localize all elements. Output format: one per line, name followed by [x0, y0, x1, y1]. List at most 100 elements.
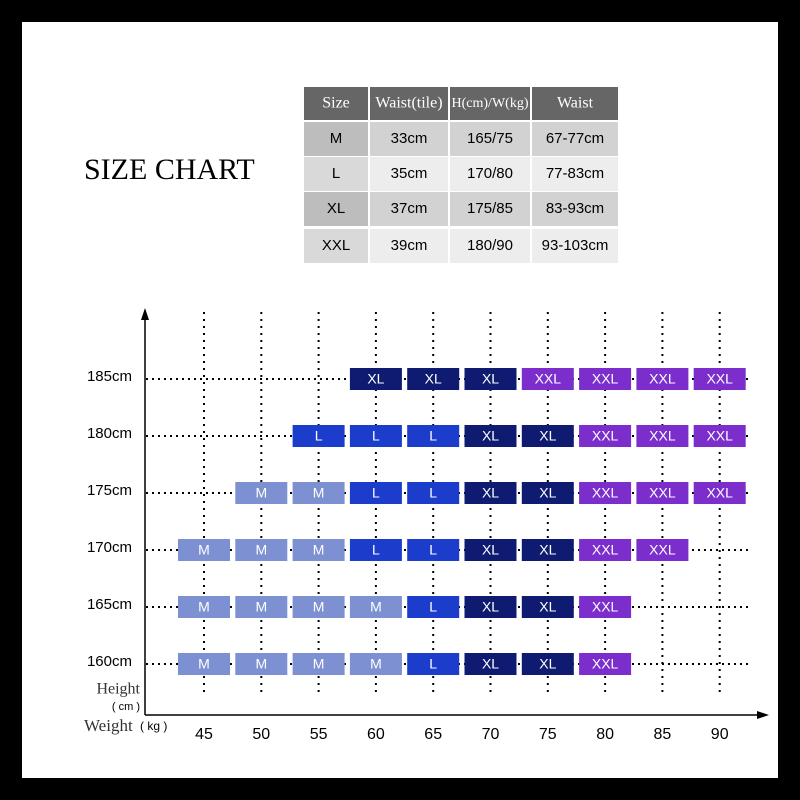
- size-label: L: [429, 428, 437, 444]
- table-cell: [304, 122, 368, 156]
- size-cell: [407, 368, 460, 390]
- size-label: M: [198, 599, 210, 615]
- size-label: XXL: [649, 485, 676, 501]
- size-cell: [349, 425, 402, 447]
- x-tick-label: 80: [596, 726, 614, 743]
- table-cell: [532, 157, 618, 191]
- size-cell: [349, 539, 402, 561]
- x-tick-label: 60: [367, 726, 385, 743]
- size-cell: [349, 482, 402, 504]
- table-cell: [532, 229, 618, 263]
- table-text: 67-77cm: [546, 130, 604, 147]
- size-cell: [235, 539, 288, 561]
- size-cell: [464, 425, 517, 447]
- size-cell: [579, 425, 632, 447]
- y-axis-label: Height: [96, 681, 140, 698]
- table-cell: [370, 229, 448, 263]
- table-text: 170/80: [467, 165, 513, 182]
- size-cell: [579, 539, 632, 561]
- size-cell: [292, 482, 345, 504]
- size-label: XXL: [592, 656, 619, 672]
- size-cell: [693, 425, 746, 447]
- size-cell: [178, 596, 230, 618]
- size-label: XL: [539, 485, 556, 501]
- size-label: XXL: [706, 428, 733, 444]
- table-cell: [370, 192, 448, 226]
- table-cell: [370, 122, 448, 156]
- size-label: XXL: [592, 599, 619, 615]
- size-label: XXL: [649, 371, 676, 387]
- size-cell: [521, 539, 574, 561]
- size-label: M: [313, 542, 325, 558]
- table-cell: [450, 157, 530, 191]
- size-label: M: [255, 599, 267, 615]
- size-label: L: [429, 542, 437, 558]
- size-cell: [235, 482, 288, 504]
- size-label: XL: [425, 371, 442, 387]
- table-text: 93-103cm: [542, 237, 609, 254]
- table-text: 35cm: [391, 165, 428, 182]
- size-label: M: [198, 542, 210, 558]
- size-cell: [693, 368, 746, 390]
- size-cell: [636, 539, 689, 561]
- size-label: XL: [482, 599, 499, 615]
- x-tick-label: 65: [424, 726, 442, 743]
- size-label: L: [372, 485, 380, 501]
- size-cell: [636, 368, 689, 390]
- title: SIZE CHART: [84, 153, 255, 186]
- size-label: XL: [482, 656, 499, 672]
- size-cell: [292, 596, 345, 618]
- size-cell: [464, 653, 517, 675]
- size-cell: [349, 653, 402, 675]
- y-tick-label: 160cm: [87, 653, 132, 670]
- table-text: M: [330, 130, 343, 147]
- size-label: XXL: [535, 371, 562, 387]
- x-tick-label: 50: [252, 726, 270, 743]
- table-text: XXL: [322, 237, 350, 254]
- size-label: M: [313, 599, 325, 615]
- size-cell: [579, 596, 632, 618]
- size-label: XL: [539, 656, 556, 672]
- size-cell: [579, 482, 632, 504]
- size-label: XL: [367, 371, 384, 387]
- header-text: Waist: [557, 95, 594, 112]
- size-label: L: [372, 542, 380, 558]
- size-label: M: [255, 656, 267, 672]
- x-axis-unit: ( kg ): [140, 719, 167, 733]
- table-cell: [304, 192, 368, 226]
- y-tick-label: 165cm: [87, 596, 132, 613]
- y-tick-label: 175cm: [87, 482, 132, 499]
- x-tick-label: 85: [654, 726, 672, 743]
- size-label: M: [313, 485, 325, 501]
- table-text: 180/90: [467, 237, 513, 254]
- x-arrow: [757, 711, 769, 719]
- size-label: XXL: [706, 371, 733, 387]
- size-label: L: [315, 428, 323, 444]
- size-label: L: [372, 428, 380, 444]
- table-text: 77-83cm: [546, 165, 604, 182]
- x-tick-label: 75: [539, 726, 557, 743]
- size-cell: [464, 596, 517, 618]
- size-label: L: [429, 656, 437, 672]
- size-label: M: [370, 656, 382, 672]
- table-cell: [304, 157, 368, 191]
- size-cell: [407, 596, 460, 618]
- size-cell: [521, 425, 574, 447]
- size-label: L: [429, 485, 437, 501]
- size-cell: [464, 539, 517, 561]
- size-label: XL: [539, 428, 556, 444]
- size-label: XXL: [649, 428, 676, 444]
- size-cell: [521, 482, 574, 504]
- size-label: M: [255, 485, 267, 501]
- table-text: 165/75: [467, 130, 513, 147]
- size-label: L: [429, 599, 437, 615]
- size-cell: [292, 653, 345, 675]
- size-label: XL: [539, 599, 556, 615]
- table-cell: [450, 192, 530, 226]
- size-label: XL: [482, 428, 499, 444]
- table-cell: [370, 157, 448, 191]
- table-text: 37cm: [391, 200, 428, 217]
- size-cell: [693, 482, 746, 504]
- table-cell: [450, 122, 530, 156]
- size-cell: [579, 653, 632, 675]
